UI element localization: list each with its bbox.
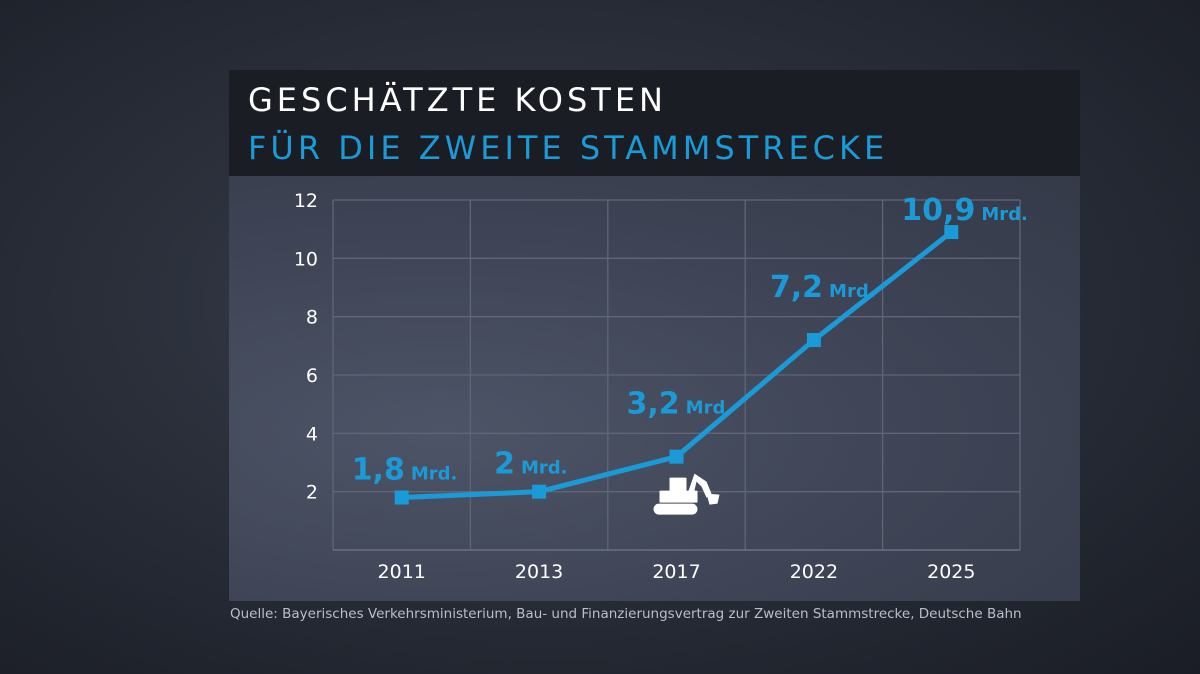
x-tick-label: 2022 <box>790 561 838 583</box>
y-tick-label: 8 <box>306 307 318 329</box>
line-chart: 2 4 6 8 10 12 2011 2013 2017 2022 2025 1,8 Mrd. 2 Mrd.… <box>294 190 1028 583</box>
x-tick-label: 2013 <box>515 561 563 583</box>
x-tick-label: 2017 <box>652 561 700 583</box>
data-point <box>532 484 547 499</box>
data-point <box>669 449 684 464</box>
chart-panel: 2 4 6 8 10 12 2011 2013 2017 2022 2025 1,8 Mrd. 2 Mrd.… <box>229 176 1080 601</box>
y-tick-label: 10 <box>294 248 318 270</box>
x-tick-label: 2025 <box>927 561 975 583</box>
x-tick-label: 2011 <box>378 561 426 583</box>
source-note: Quelle: Bayerisches Verkehrsministerium,… <box>230 606 1022 622</box>
y-tick-label: 12 <box>294 190 318 212</box>
data-point <box>944 225 959 240</box>
data-label: 3,2 Mrd. <box>627 387 733 422</box>
y-tick-label: 6 <box>306 365 318 387</box>
excavator-icon <box>653 473 720 515</box>
data-label: 2 Mrd. <box>494 447 567 482</box>
data-point <box>806 333 821 347</box>
data-label: 10,9 Mrd. <box>901 193 1028 228</box>
y-tick-label: 4 <box>306 423 318 445</box>
data-label: 1,8 Mrd. <box>352 453 458 488</box>
y-tick-label: 2 <box>306 482 318 504</box>
chart-header: GESCHÄTZTE KOSTEN FÜR DIE ZWEITE STAMMST… <box>229 70 1080 176</box>
chart-subtitle: FÜR DIE ZWEITE STAMMSTRECKE <box>248 129 889 167</box>
chart-title: GESCHÄTZTE KOSTEN <box>248 81 667 119</box>
data-point <box>394 490 409 505</box>
data-label: 7,2 Mrd. <box>770 270 876 305</box>
